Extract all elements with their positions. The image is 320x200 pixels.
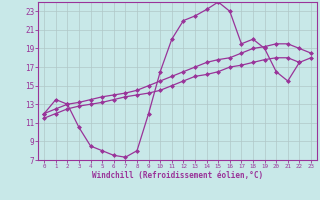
X-axis label: Windchill (Refroidissement éolien,°C): Windchill (Refroidissement éolien,°C) [92,171,263,180]
